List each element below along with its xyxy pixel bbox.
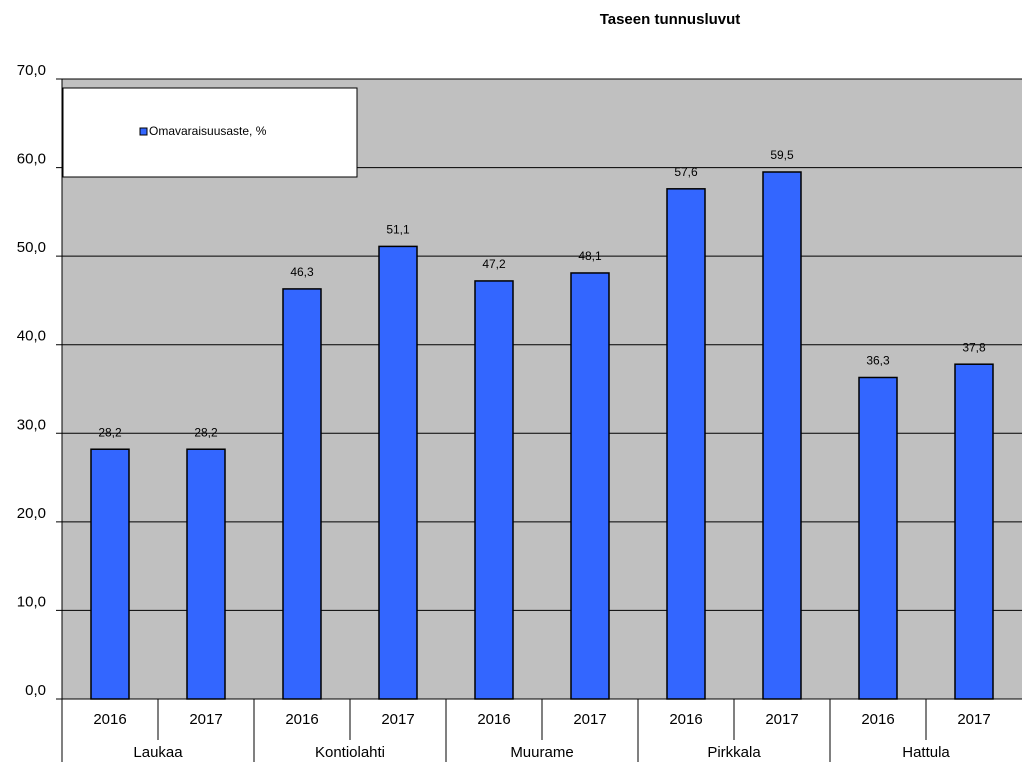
- legend-label: Omavaraisuusaste, %: [149, 124, 267, 138]
- bar: [954, 363, 994, 700]
- x-tick-label: 2016: [93, 711, 126, 728]
- group-label: Kontiolahti: [315, 744, 385, 761]
- y-tick-label: 30,0: [17, 416, 46, 433]
- data-label: 36,3: [866, 354, 890, 368]
- data-label: 28,2: [194, 425, 218, 439]
- data-label: 51,1: [386, 223, 410, 237]
- legend-box: [62, 87, 358, 178]
- chart-title: Taseen tunnusluvut: [600, 11, 741, 28]
- y-tick-label: 60,0: [17, 151, 46, 168]
- group-label: Pirkkala: [707, 744, 761, 761]
- y-tick-label: 10,0: [17, 593, 46, 610]
- group-label: Muurame: [510, 744, 573, 761]
- bar: [858, 376, 898, 700]
- bar: [666, 188, 706, 700]
- data-label: 48,1: [578, 249, 602, 263]
- data-label: 37,8: [962, 340, 986, 354]
- bar: [762, 171, 802, 700]
- bar: [378, 245, 418, 700]
- y-tick-label: 20,0: [17, 505, 46, 522]
- data-label: 47,2: [482, 257, 506, 271]
- bar: [474, 280, 514, 700]
- x-tick-label: 2017: [573, 711, 606, 728]
- x-tick-label: 2016: [669, 711, 702, 728]
- y-tick-label: 40,0: [17, 328, 46, 345]
- bar: [90, 448, 130, 700]
- x-tick-label: 2017: [189, 711, 222, 728]
- x-tick-label: 2016: [477, 711, 510, 728]
- y-tick-label: 50,0: [17, 239, 46, 256]
- data-label: 57,6: [674, 165, 698, 179]
- bar: [186, 448, 226, 700]
- data-label: 59,5: [770, 148, 794, 162]
- bar: [282, 288, 322, 700]
- x-tick-label: 2017: [957, 711, 990, 728]
- y-tick-label: 0,0: [25, 682, 46, 699]
- bar: [570, 272, 610, 700]
- x-tick-label: 2017: [381, 711, 414, 728]
- data-label: 46,3: [290, 265, 314, 279]
- x-tick-label: 2016: [285, 711, 318, 728]
- group-label: Hattula: [902, 744, 950, 761]
- group-label: Laukaa: [133, 744, 183, 761]
- data-label: 28,2: [98, 425, 122, 439]
- y-tick-label: 70,0: [17, 62, 46, 79]
- legend-swatch: [139, 127, 148, 136]
- x-tick-label: 2016: [861, 711, 894, 728]
- x-tick-label: 2017: [765, 711, 798, 728]
